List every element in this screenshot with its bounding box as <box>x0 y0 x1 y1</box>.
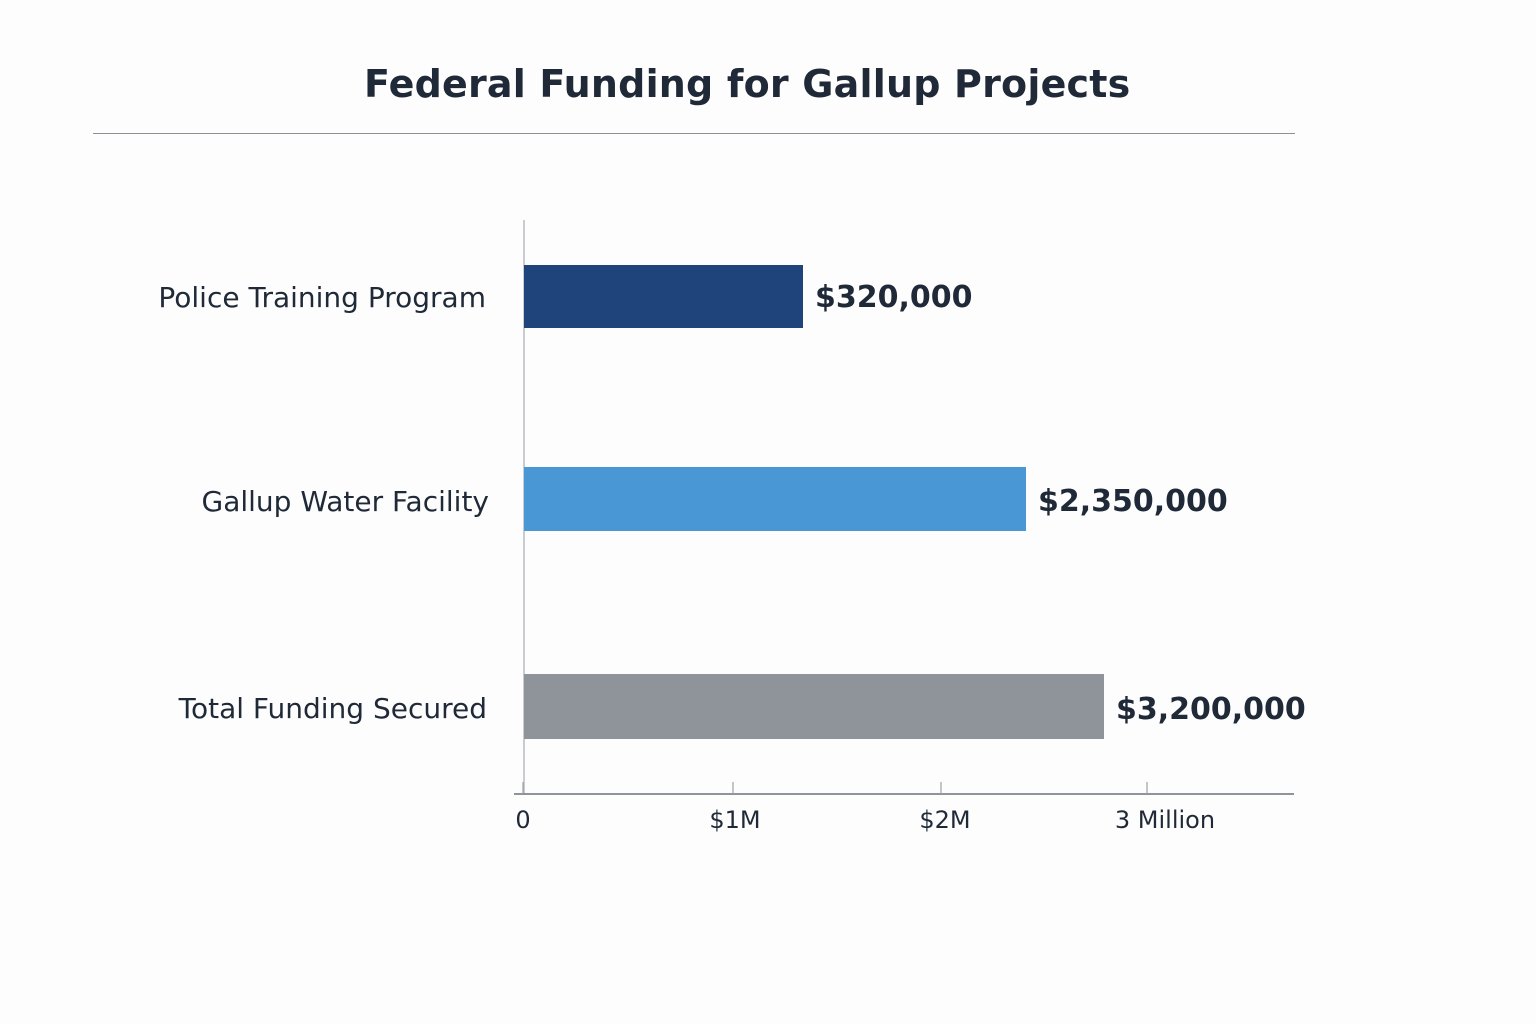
bar-row: Gallup Water Facility $2,350,000 <box>202 467 1228 531</box>
x-tick-label: $2M <box>919 806 970 834</box>
category-label: Police Training Program <box>158 281 486 314</box>
chart-title: Federal Funding for Gallup Projects <box>364 62 1131 106</box>
bar-row: Police Training Program $320,000 <box>158 265 973 328</box>
x-tick-label: 3 Million <box>1115 806 1215 834</box>
x-axis-ticks: 0 $1M $2M 3 Million <box>515 782 1215 834</box>
category-label: Gallup Water Facility <box>202 485 489 518</box>
x-tick-label: $1M <box>709 806 760 834</box>
x-tick-label: 0 <box>515 806 530 834</box>
bar-row: Total Funding Secured $3,200,000 <box>178 674 1306 739</box>
bars-group: Police Training Program $320,000 Gallup Wa… <box>158 265 1306 739</box>
value-label: $320,000 <box>815 280 973 315</box>
value-label: $2,350,000 <box>1038 484 1228 519</box>
bar <box>524 265 803 328</box>
value-label: $3,200,000 <box>1116 692 1306 727</box>
bar <box>524 674 1104 739</box>
category-label: Total Funding Secured <box>178 692 487 725</box>
bar <box>524 467 1026 531</box>
title-divider <box>93 133 1295 134</box>
